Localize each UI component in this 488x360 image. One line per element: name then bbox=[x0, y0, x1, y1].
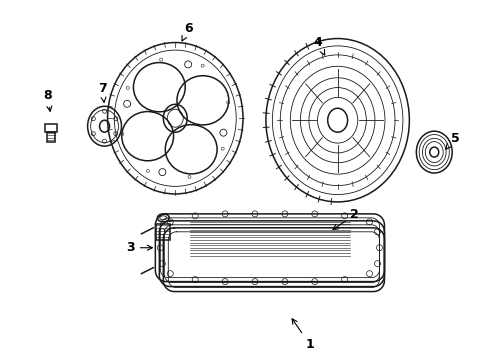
Bar bbox=[47, 132, 55, 142]
Text: 8: 8 bbox=[43, 89, 52, 111]
Text: 3: 3 bbox=[126, 241, 152, 254]
Bar bbox=[45, 124, 57, 132]
Text: 7: 7 bbox=[98, 82, 107, 102]
Text: 5: 5 bbox=[445, 132, 459, 149]
Bar bbox=[156, 224, 170, 240]
Text: 2: 2 bbox=[332, 208, 358, 230]
Text: 6: 6 bbox=[182, 22, 192, 41]
Text: 1: 1 bbox=[291, 319, 313, 351]
Text: 4: 4 bbox=[313, 36, 324, 55]
